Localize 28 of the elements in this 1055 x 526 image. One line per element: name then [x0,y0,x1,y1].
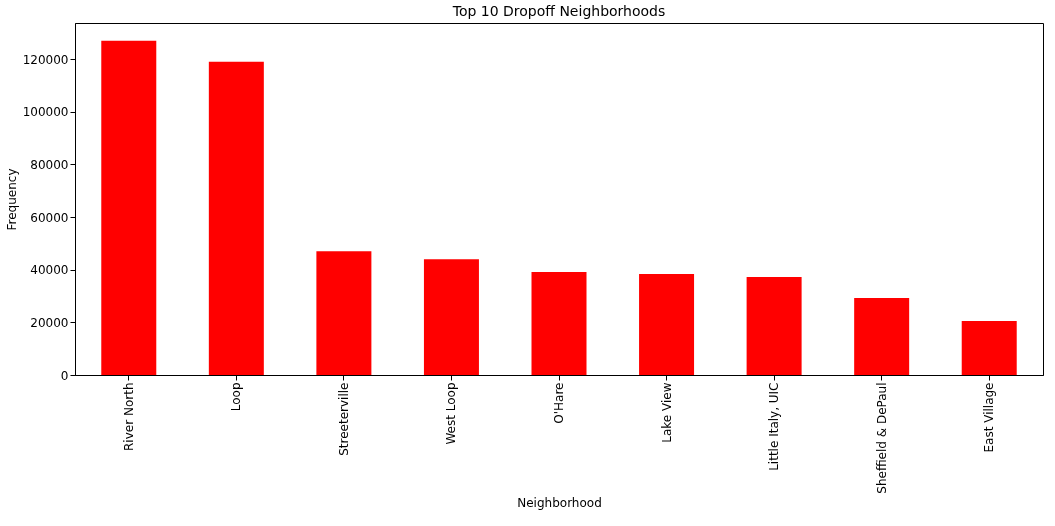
x-tick-label: West Loop [444,382,459,445]
x-tick-label: Loop [229,382,244,412]
bar [316,251,372,375]
x-tick-label: Sheffield & DePaul [874,382,889,494]
y-tick-label: 100000 [22,105,69,120]
x-tick-label: East Village [982,382,997,453]
y-tick-label: 120000 [22,52,69,67]
x-tick-label: O'Hare [552,382,566,424]
bar [746,277,802,375]
bar [101,40,157,375]
y-tick-label: 40000 [30,263,69,278]
y-axis-title: Frequency [4,168,19,231]
y-tick-label: 60000 [30,210,69,225]
x-tick-label: River North [121,382,136,451]
bar [208,61,264,375]
y-tick-label: 20000 [30,315,69,330]
x-axis-title: Neighborhood [517,495,602,510]
bar [961,321,1017,375]
x-tick-label: Lake View [659,382,674,443]
bar [854,298,910,375]
y-tick-label: 80000 [30,157,69,172]
bar [639,273,695,375]
bar [531,272,587,375]
x-tick-label: Streeterville [336,382,351,456]
bar [423,259,479,375]
x-tick-label: Little Italy, UIC [767,382,782,471]
y-tick-label: 0 [60,368,69,383]
chart-title: Top 10 Dropoff Neighborhoods [451,3,666,19]
